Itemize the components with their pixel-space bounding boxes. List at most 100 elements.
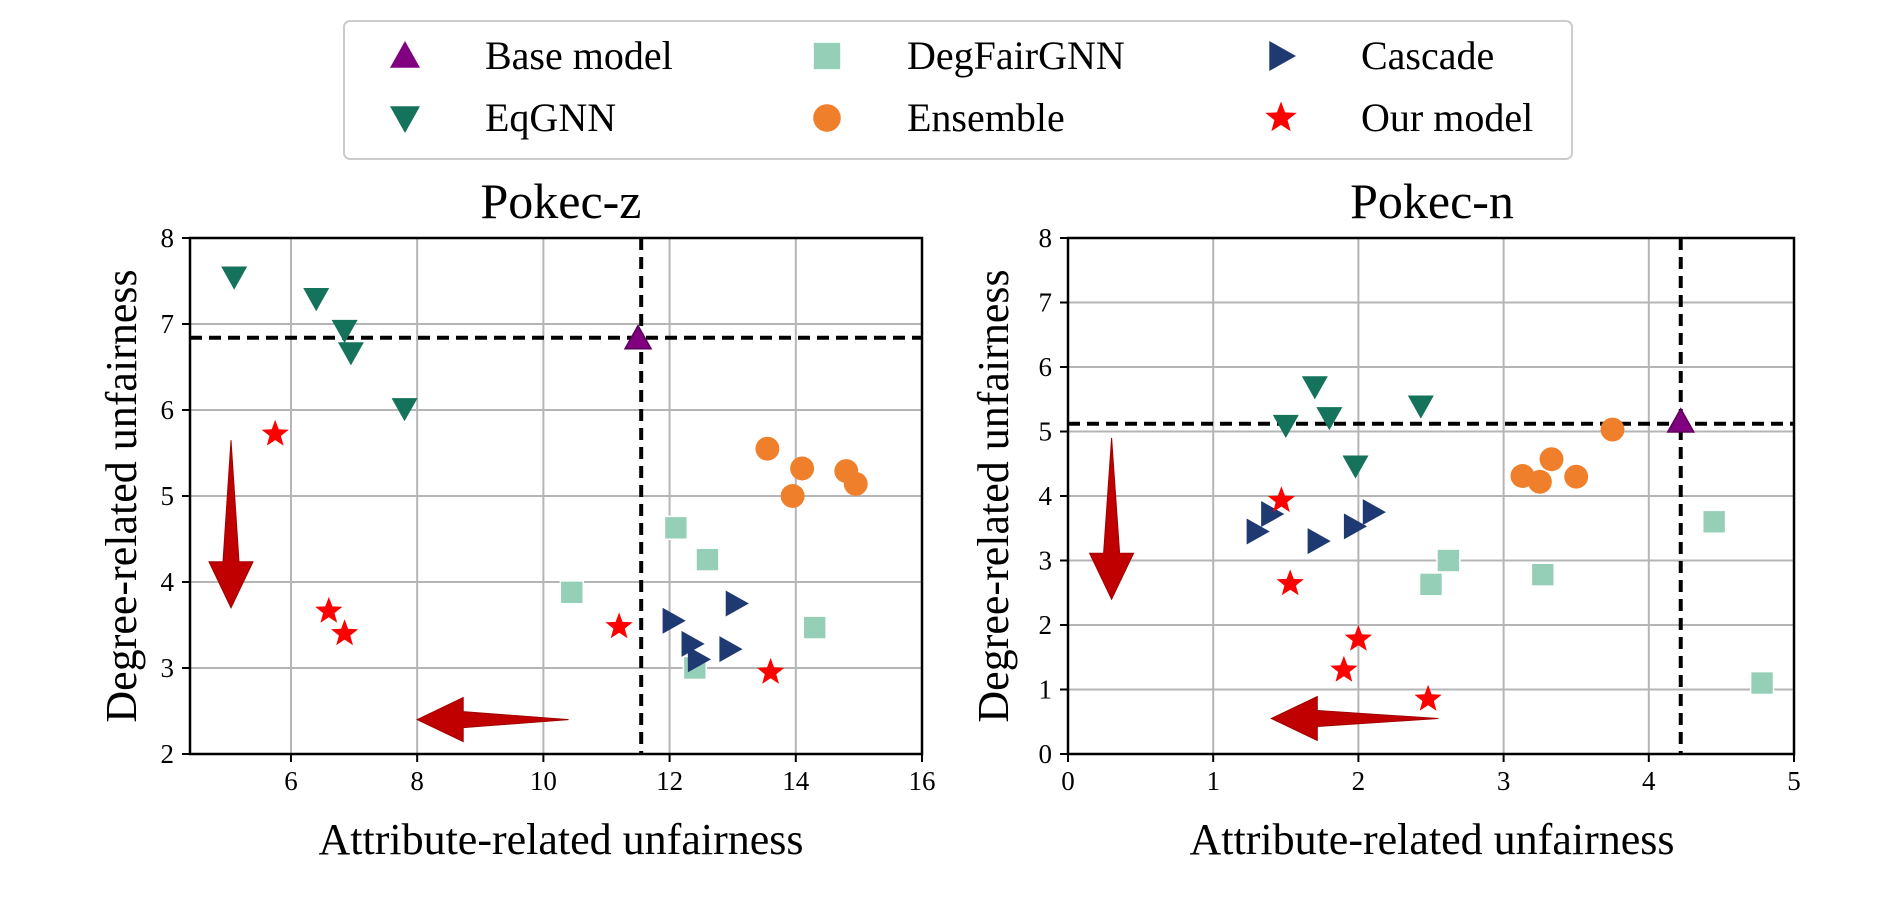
point-eqgnn xyxy=(1407,395,1434,419)
series-degfair xyxy=(1418,509,1775,696)
y-axis-label: Degree-related unfairness xyxy=(97,269,146,722)
point-eqgnn xyxy=(1342,455,1369,479)
point-cascade xyxy=(1246,518,1270,545)
point-ensemble xyxy=(1600,417,1625,442)
x-tick-label: 4 xyxy=(1642,766,1656,796)
y-tick-label: 4 xyxy=(1039,481,1053,511)
x-tick-label: 1 xyxy=(1206,766,1220,796)
point-eqgnn xyxy=(221,266,248,290)
series-degfair xyxy=(559,515,827,681)
point-ours xyxy=(605,612,633,639)
legend-item-ensemble: Ensemble xyxy=(813,95,1065,140)
data-points xyxy=(1246,376,1775,711)
improvement-arrow-left xyxy=(1270,695,1439,742)
legend-item-eqgnn: EqGNN xyxy=(390,95,616,140)
improvement-arrow-left xyxy=(416,696,569,743)
point-degfair xyxy=(802,615,827,640)
y-tick-label: 2 xyxy=(1039,610,1053,640)
series-base xyxy=(623,324,653,350)
point-degfair xyxy=(1418,572,1444,597)
y-tick-label: 8 xyxy=(1039,223,1053,253)
point-eqgnn xyxy=(1301,376,1328,400)
point-degfair xyxy=(1530,562,1555,587)
point-cascade xyxy=(719,636,743,663)
x-tick-label: 14 xyxy=(782,766,810,796)
chart-title: Pokec-z xyxy=(480,173,641,229)
x-axis-label: Attribute-related unfairness xyxy=(1189,815,1674,864)
series-cascade xyxy=(662,590,749,673)
grid xyxy=(1067,237,1795,755)
point-cascade xyxy=(725,590,749,617)
point-cascade xyxy=(662,607,686,634)
series-ensemble xyxy=(755,436,868,508)
x-tick-label: 5 xyxy=(1787,766,1801,796)
series-ours xyxy=(1267,486,1442,711)
improvement-arrow-down xyxy=(208,440,254,609)
point-eqgnn xyxy=(391,398,418,422)
point-degfair xyxy=(1749,670,1775,696)
y-tick-label: 5 xyxy=(1039,417,1053,447)
legend-label: EqGNN xyxy=(485,95,616,140)
point-ours xyxy=(1330,655,1358,682)
point-ours xyxy=(315,596,343,623)
point-cascade xyxy=(1261,501,1285,528)
point-base xyxy=(623,324,653,350)
point-cascade xyxy=(1343,513,1368,540)
point-ours xyxy=(757,658,785,684)
series-eqgnn xyxy=(221,266,418,422)
point-ours xyxy=(1344,624,1372,651)
x-tick-label: 3 xyxy=(1497,766,1511,796)
legend-label: DegFairGNN xyxy=(907,33,1125,78)
point-eqgnn xyxy=(1316,407,1343,431)
point-ours xyxy=(1276,569,1304,596)
series-base xyxy=(1666,407,1696,433)
degfair-legend-marker xyxy=(813,42,841,70)
point-base xyxy=(1666,407,1696,433)
legend-label: Base model xyxy=(485,33,673,78)
y-tick-label: 1 xyxy=(1039,675,1053,705)
legend-label: Our model xyxy=(1361,95,1533,140)
point-ours xyxy=(331,619,359,646)
point-degfair xyxy=(1701,509,1727,534)
point-ensemble xyxy=(1527,469,1552,494)
point-eqgnn xyxy=(331,319,358,344)
point-cascade xyxy=(1307,528,1331,555)
point-eqgnn xyxy=(337,342,364,366)
point-cascade xyxy=(1362,499,1386,526)
grid xyxy=(190,237,923,755)
point-ensemble xyxy=(1564,464,1589,489)
y-tick-label: 7 xyxy=(161,309,175,339)
legend-item-cascade: Cascade xyxy=(1269,33,1494,78)
x-tick-label: 8 xyxy=(410,766,424,796)
y-tick-label: 2 xyxy=(161,739,175,769)
point-cascade xyxy=(687,646,711,673)
y-tick-label: 0 xyxy=(1039,739,1053,769)
ours-legend-marker xyxy=(1265,101,1297,132)
point-ensemble xyxy=(843,472,868,496)
chart-title: Pokec-n xyxy=(1350,173,1514,229)
chart-pokec-n: Pokec-n Attribute-related unfairness Deg… xyxy=(969,173,1801,864)
point-degfair xyxy=(1436,548,1461,573)
x-tick-label: 12 xyxy=(656,766,683,796)
legend-frame xyxy=(343,20,1573,160)
point-eqgnn xyxy=(303,288,330,312)
point-degfair xyxy=(559,580,584,605)
point-ours xyxy=(261,419,289,446)
point-ensemble xyxy=(1539,447,1564,472)
legend-label: Cascade xyxy=(1361,33,1494,78)
series-ours xyxy=(261,419,785,684)
y-tick-label: 6 xyxy=(161,395,175,425)
legend-label: Ensemble xyxy=(907,95,1065,140)
y-tick-label: 7 xyxy=(1039,288,1053,318)
y-tick-label: 8 xyxy=(161,223,175,253)
legend-item-ours: Our model xyxy=(1265,95,1533,140)
ensemble-legend-marker xyxy=(813,104,841,132)
cascade-legend-marker xyxy=(1269,41,1296,71)
y-tick-label: 4 xyxy=(161,567,175,597)
y-tick-label: 5 xyxy=(161,481,175,511)
legend: Base model EqGNN DegFairGNN Ensemble Cascade… xyxy=(343,20,1573,160)
x-tick-label: 2 xyxy=(1352,766,1366,796)
point-ours xyxy=(1414,684,1442,711)
y-axis-label: Degree-related unfairness xyxy=(969,269,1018,722)
